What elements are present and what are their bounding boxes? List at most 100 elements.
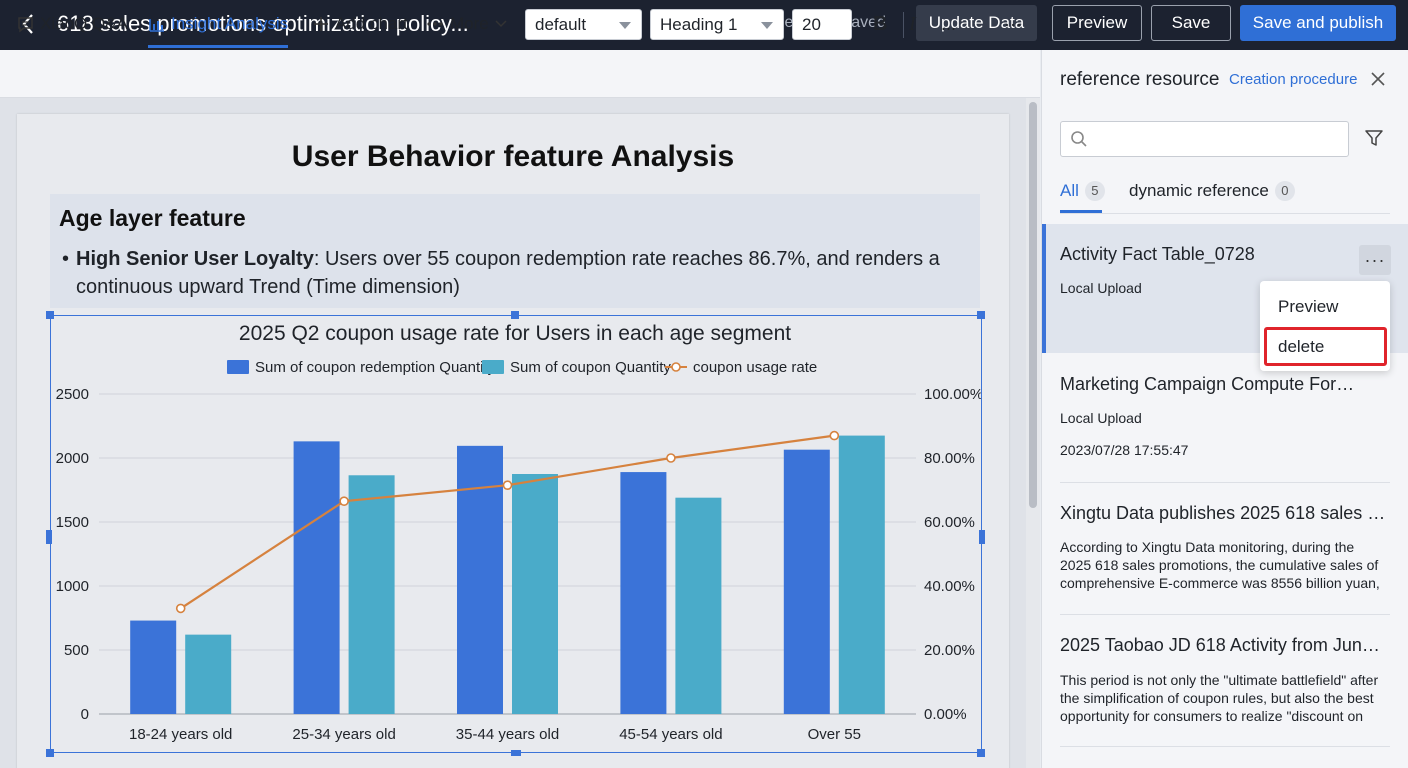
save-button[interactable]: Save: [1151, 5, 1231, 41]
editor-toolbar: [0, 50, 1040, 98]
caret-down-icon: [761, 22, 773, 29]
usage-rate-point: [666, 453, 676, 463]
delete-highlight-box: [1264, 327, 1387, 366]
more-label: More: [450, 14, 489, 33]
resize-handle-nw[interactable]: [46, 311, 54, 319]
bar: [675, 497, 722, 714]
tab-all[interactable]: All 5: [1060, 181, 1105, 201]
y-left-tick-label: 500: [64, 642, 89, 659]
chat-icon: [17, 16, 34, 33]
tab-xiaoq-qa[interactable]: XiaoQ Q&A: [17, 0, 128, 48]
usage-rate-point: [502, 480, 513, 490]
document-title: 618 sales promotions optimization policy…: [57, 11, 469, 36]
list-divider: [1060, 482, 1390, 483]
theme-select[interactable]: default: [525, 9, 642, 40]
bullet-text: High Senior User Loyalty: Users over 55 …: [76, 245, 956, 301]
resize-handle-se[interactable]: [977, 749, 985, 757]
report-title[interactable]: User Behavior feature Analysis: [291, 140, 735, 173]
tab-all-label: All: [1060, 181, 1079, 200]
reference-panel: [1041, 50, 1408, 768]
legend-label: Sum of coupon Quantity: [510, 359, 671, 376]
close-icon[interactable]: [1368, 69, 1388, 89]
y-right-tick-label: 20.00%: [924, 642, 975, 659]
scrollbar-thumb[interactable]: [1029, 102, 1037, 508]
bar: [348, 475, 395, 714]
tab-insight-analysis[interactable]: Insight Analysis: [148, 0, 289, 48]
theme-select-value: default: [535, 14, 587, 34]
legend-label: coupon usage rate: [693, 359, 817, 376]
toolbar-divider: [903, 12, 904, 38]
legend-swatch: [227, 360, 249, 374]
reference-item-source: Local Upload: [1060, 280, 1142, 296]
menu-item-delete[interactable]: delete: [1278, 337, 1325, 356]
usage-rate-point: [339, 496, 349, 506]
combo-chart: 2025 Q2 coupon usage rate for Users in e…: [56, 322, 981, 743]
x-tick-label: Over 55: [808, 726, 861, 743]
reference-item-title: Marketing Campaign Compute Formu...: [1060, 374, 1360, 394]
item-more-button[interactable]: ···: [1359, 245, 1391, 275]
x-tick-label: 18-24 years old: [129, 726, 232, 743]
resize-handle-s[interactable]: [511, 750, 521, 756]
resize-handle-w[interactable]: [46, 530, 52, 544]
heading-select-value: Heading 1: [660, 14, 738, 34]
toolbar-overflow-button[interactable]: ···: [1004, 13, 1022, 34]
resize-handle-sw[interactable]: [46, 749, 54, 757]
tabs-divider: [1060, 213, 1390, 214]
font-size-input[interactable]: 20: [792, 9, 852, 40]
filter-icon[interactable]: [1364, 128, 1384, 153]
add-chart-label: Add chart: [335, 14, 408, 33]
y-right-tick-label: 0.00%: [924, 706, 967, 723]
resize-handle-ne[interactable]: [977, 311, 985, 319]
tab-all-count: 5: [1084, 181, 1105, 201]
chevron-down-icon: [495, 20, 507, 28]
y-left-tick-label: 2000: [56, 450, 89, 467]
tab-dynamic-reference[interactable]: dynamic reference 0: [1129, 181, 1295, 201]
x-tick-label: 45-54 years old: [619, 726, 722, 743]
bold-button[interactable]: B: [873, 12, 888, 35]
bar: [457, 445, 503, 714]
ellipsis-icon: [426, 21, 444, 27]
reference-item-title: 2025 Taobao JD 618 Activity from June 17…: [1060, 635, 1386, 655]
more-menu-button[interactable]: More: [426, 0, 507, 48]
y-right-tick-label: 40.00%: [924, 578, 975, 595]
usage-rate-point: [175, 603, 186, 614]
feature-text-block[interactable]: [50, 194, 980, 308]
italic-button[interactable]: I: [909, 12, 916, 35]
bar: [620, 472, 667, 714]
bullet-body: : Users over 55 coupon redemption rate r…: [76, 248, 940, 298]
y-right-tick-label: 100.00%: [924, 386, 981, 403]
tab-xiaoq-qa-label: XiaoQ Q&A: [40, 14, 128, 33]
preview-button[interactable]: Preview: [1052, 5, 1142, 41]
list-divider: [1060, 614, 1390, 615]
y-left-tick-label: 1500: [56, 514, 89, 531]
tab-dynamic-reference-count: 0: [1274, 181, 1295, 201]
chart-title: 2025 Q2 coupon usage rate for Users in e…: [239, 322, 791, 345]
bar: [838, 435, 885, 714]
item-context-menu: [1260, 281, 1390, 371]
resize-handle-e[interactable]: [979, 530, 985, 544]
legend-swatch: [482, 360, 504, 374]
plus-icon: [313, 16, 329, 32]
x-tick-label: 25-34 years old: [292, 726, 395, 743]
heading-select[interactable]: Heading 1: [650, 9, 784, 40]
save-and-publish-button[interactable]: Save and publish: [1240, 5, 1396, 41]
resize-handle-n[interactable]: [511, 311, 519, 319]
format-overflow-button[interactable]: ...: [941, 13, 957, 34]
add-chart-button[interactable]: Add chart: [313, 0, 408, 48]
reference-item-source: Local Upload: [1060, 410, 1142, 426]
bar: [185, 634, 232, 714]
creation-procedure-link[interactable]: Creation procedure: [1229, 71, 1358, 88]
update-data-button[interactable]: Update Data: [916, 5, 1037, 41]
menu-item-preview[interactable]: Preview: [1278, 297, 1339, 316]
y-left-tick-label: 2500: [56, 386, 89, 403]
reference-item-title: Xingtu Data publishes 2025 618 sales pro…: [1060, 503, 1386, 523]
search-input[interactable]: [1060, 121, 1349, 157]
y-left-tick-label: 1000: [56, 578, 89, 595]
y-left-tick-label: 0: [81, 706, 89, 723]
bullet-point-icon: •: [62, 248, 70, 270]
bar: [783, 449, 830, 714]
bar: [130, 620, 177, 714]
reference-item-time: 2023/07/28 17:55:47: [1060, 442, 1189, 458]
legend-marker: [671, 362, 681, 372]
active-tab-indicator: [1060, 210, 1102, 213]
